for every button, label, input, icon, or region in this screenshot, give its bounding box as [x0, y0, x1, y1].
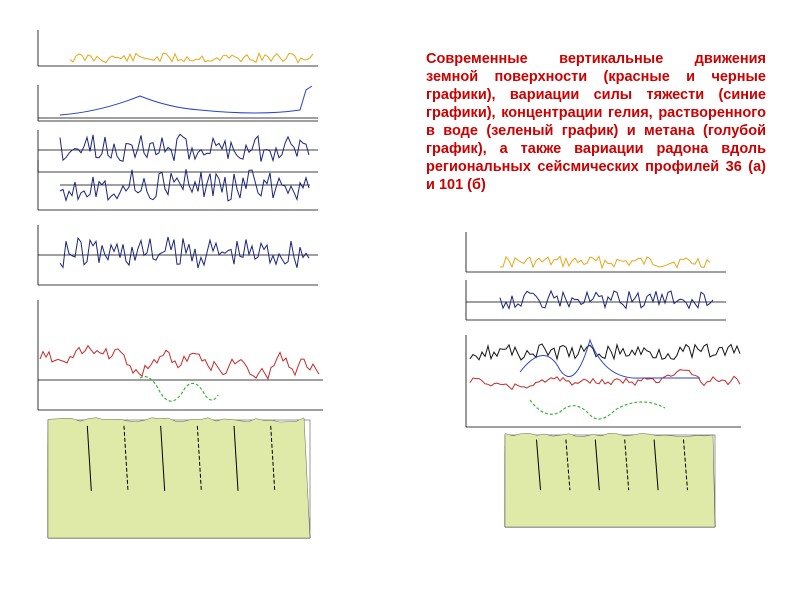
b-movements-black-line: [469, 342, 741, 361]
a-section-fault-4: [233, 425, 239, 491]
a-gravity-3-line: [59, 236, 310, 269]
b-gravity-line: [499, 289, 714, 311]
a-section-fault-5: [270, 425, 276, 491]
a-section-layer-0: [47, 417, 311, 539]
b-radon-line: [499, 255, 711, 270]
a-methane-line: [59, 85, 313, 116]
b-section-fault-2: [594, 439, 600, 491]
b-section-layer-0: [504, 433, 716, 528]
a-gravity-2-line: [59, 169, 310, 203]
a-section-fault-0: [86, 425, 92, 491]
a-section-fault-3: [196, 425, 202, 491]
b-section-fault-4: [653, 439, 659, 491]
a-radon-line: [69, 51, 314, 64]
b-section-fault-3: [624, 439, 630, 491]
b-section-fault-1: [565, 439, 571, 491]
b-helium-line: [529, 399, 666, 420]
b-section-fault-0: [536, 439, 541, 491]
b-section-fault-5: [683, 439, 688, 491]
b-methane-line: [519, 338, 700, 379]
b-movements-red-line: [469, 369, 741, 391]
a-section-fault-1: [123, 425, 129, 491]
a-helium-line: [139, 376, 219, 402]
a-gravity-1-line: [59, 133, 310, 163]
a-movements-line: [39, 344, 320, 381]
slide-caption: Современные вертикальные движения земной…: [426, 51, 766, 193]
a-section-fault-2: [160, 425, 166, 491]
